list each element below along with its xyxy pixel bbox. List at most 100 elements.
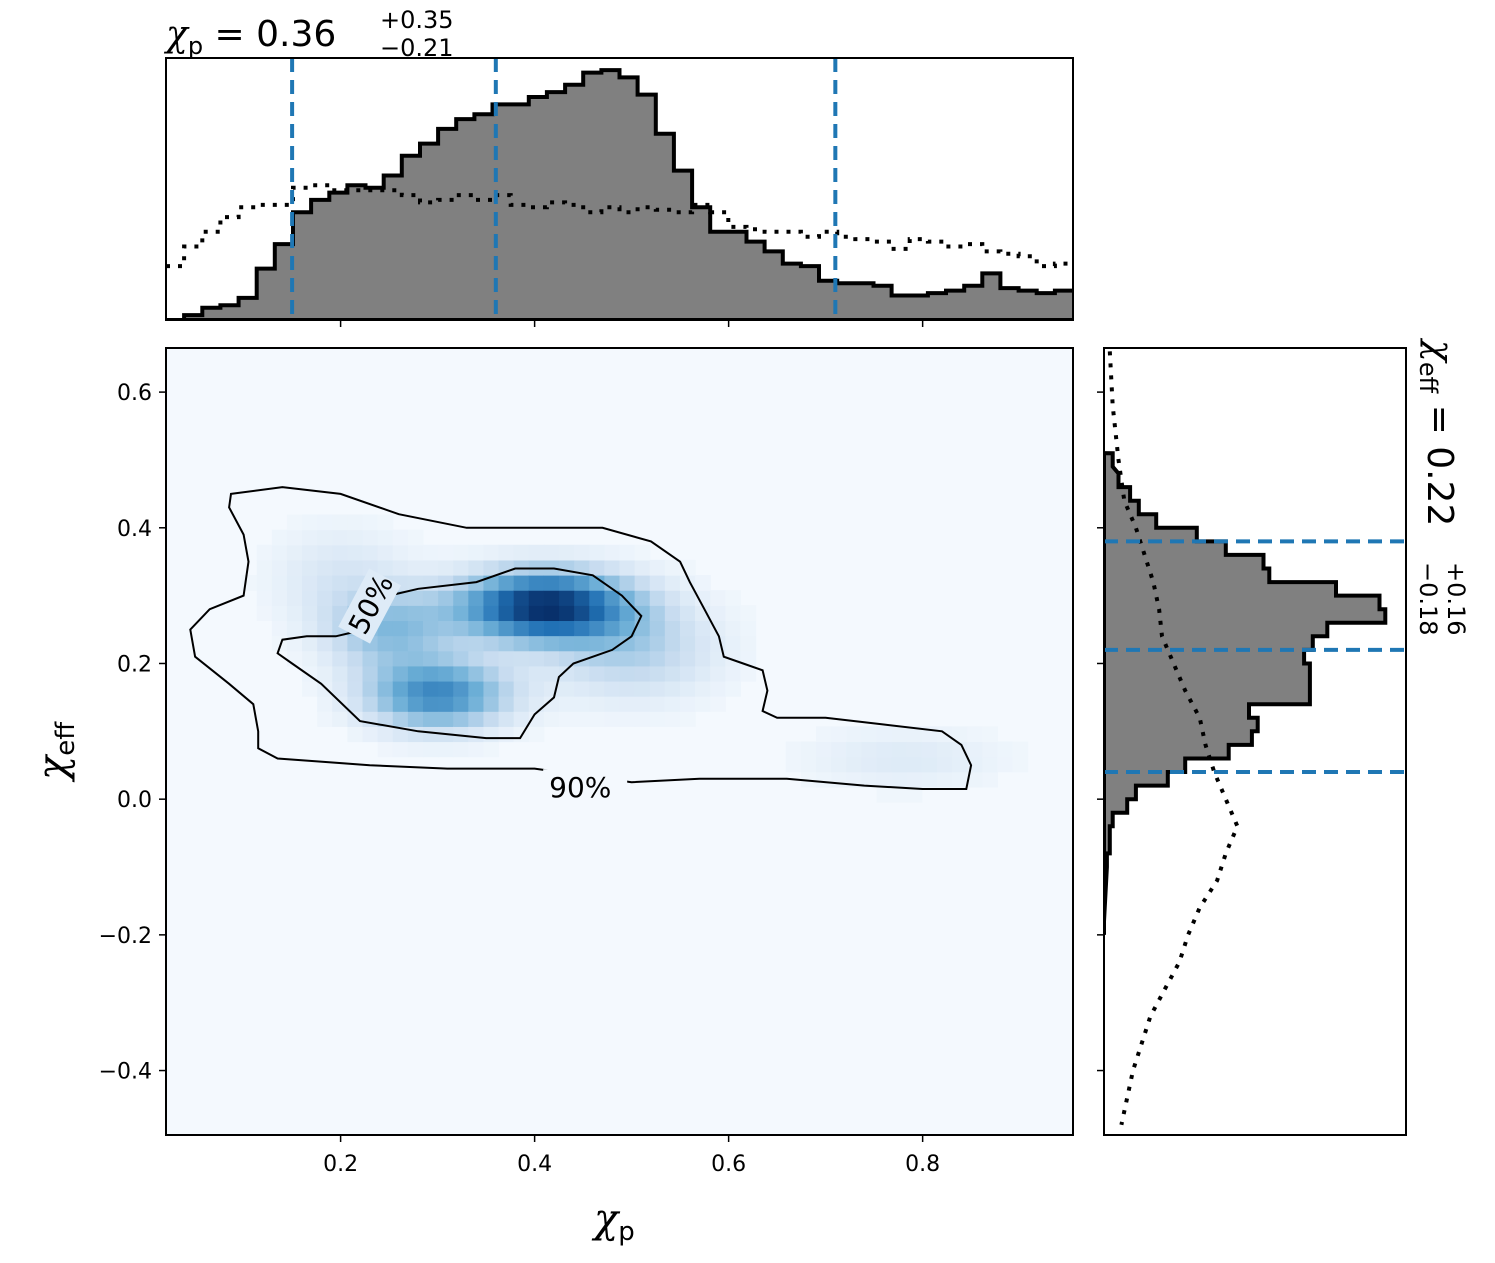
density-cell xyxy=(438,559,454,576)
density-cell xyxy=(422,696,439,712)
density-cell xyxy=(679,635,696,652)
density-cell xyxy=(649,605,666,622)
density-cell xyxy=(513,680,530,697)
density-cell xyxy=(559,650,575,667)
density-cell xyxy=(679,650,696,667)
density-cell xyxy=(891,786,908,803)
density-cell xyxy=(679,711,696,727)
density-cell xyxy=(906,756,923,773)
density-cell xyxy=(589,665,605,682)
density-cell xyxy=(438,741,454,758)
top-prior-histogram xyxy=(166,183,1073,269)
density-cell xyxy=(513,605,530,622)
density-cell xyxy=(317,514,333,531)
density-cell xyxy=(422,741,439,758)
density-cell xyxy=(831,756,847,773)
density-cell xyxy=(483,650,500,667)
density-cell xyxy=(543,696,560,712)
density-cell xyxy=(574,665,590,682)
density-cell xyxy=(513,665,530,682)
density-cell xyxy=(634,635,651,652)
density-cell xyxy=(695,696,711,712)
density-cell xyxy=(377,544,394,561)
density-cell xyxy=(453,590,469,606)
density-cell xyxy=(271,529,288,546)
density-cell xyxy=(952,771,968,788)
density-cell xyxy=(634,650,651,667)
density-cell xyxy=(1012,756,1029,773)
density-cell xyxy=(921,771,938,788)
density-cell xyxy=(392,620,409,637)
density-cell xyxy=(347,635,364,652)
density-cell xyxy=(498,620,515,637)
density-cell xyxy=(589,590,605,606)
top-title-symbol: χ xyxy=(163,14,190,55)
density-cell xyxy=(513,575,530,591)
density-cell xyxy=(816,726,832,743)
density-cell xyxy=(574,559,590,576)
density-cell xyxy=(332,529,348,546)
density-cell xyxy=(876,771,893,788)
density-cell xyxy=(407,559,424,576)
density-cell xyxy=(619,650,636,667)
density-cell xyxy=(453,741,469,758)
density-cell xyxy=(392,696,409,712)
density-cell xyxy=(619,544,636,561)
density-cell xyxy=(574,620,590,637)
x-tick-label: 0.4 xyxy=(517,1152,552,1177)
density-cell xyxy=(543,650,560,667)
density-cell xyxy=(347,529,364,546)
density-cell xyxy=(377,559,394,576)
density-cell xyxy=(453,680,469,697)
density-cell xyxy=(528,726,545,743)
density-cell xyxy=(498,665,515,682)
right-title-sub: eff xyxy=(1414,362,1442,394)
x-axis-label: χp xyxy=(591,1196,635,1247)
density-cell xyxy=(332,696,348,712)
top-title-median: 0.36 xyxy=(256,14,336,55)
density-cell xyxy=(347,650,364,667)
density-cell xyxy=(256,605,273,622)
y-axis-label-symbol: χ xyxy=(30,753,76,783)
density-cell xyxy=(498,559,515,576)
density-cell xyxy=(422,665,439,682)
density-cell xyxy=(407,711,424,727)
density-cell xyxy=(256,575,273,591)
density-cell xyxy=(528,665,545,682)
density-cell xyxy=(906,786,923,803)
density-cell xyxy=(710,635,726,652)
density-cell xyxy=(846,726,862,743)
density-cell xyxy=(362,529,379,546)
density-cell xyxy=(604,680,621,697)
density-cell xyxy=(997,741,1014,758)
density-cell xyxy=(589,635,605,652)
density-cell xyxy=(317,635,333,652)
density-cell xyxy=(377,665,394,682)
density-cell xyxy=(634,665,651,682)
density-cell xyxy=(619,605,636,622)
density-cell xyxy=(664,711,681,727)
density-cell xyxy=(483,620,500,637)
density-cell xyxy=(407,575,424,591)
density-cell xyxy=(543,711,560,727)
right-posterior-histogram xyxy=(1104,451,1388,935)
density-cell xyxy=(528,696,545,712)
density-cell xyxy=(468,726,485,743)
density-cell xyxy=(392,544,409,561)
density-cell xyxy=(740,635,757,652)
y-tick-label: 0.6 xyxy=(117,381,152,406)
density-cell xyxy=(574,605,590,622)
density-cell xyxy=(831,726,847,743)
density-cell xyxy=(710,696,726,712)
density-cell xyxy=(453,696,469,712)
density-cell xyxy=(604,696,621,712)
density-cell xyxy=(271,620,288,637)
density-cell xyxy=(332,514,348,531)
density-cell xyxy=(649,650,666,667)
density-cell xyxy=(317,544,333,561)
density-cell xyxy=(347,544,364,561)
density-cell xyxy=(649,559,666,576)
density-cell xyxy=(740,650,757,667)
density-cell xyxy=(317,590,333,606)
density-cell xyxy=(422,680,439,697)
